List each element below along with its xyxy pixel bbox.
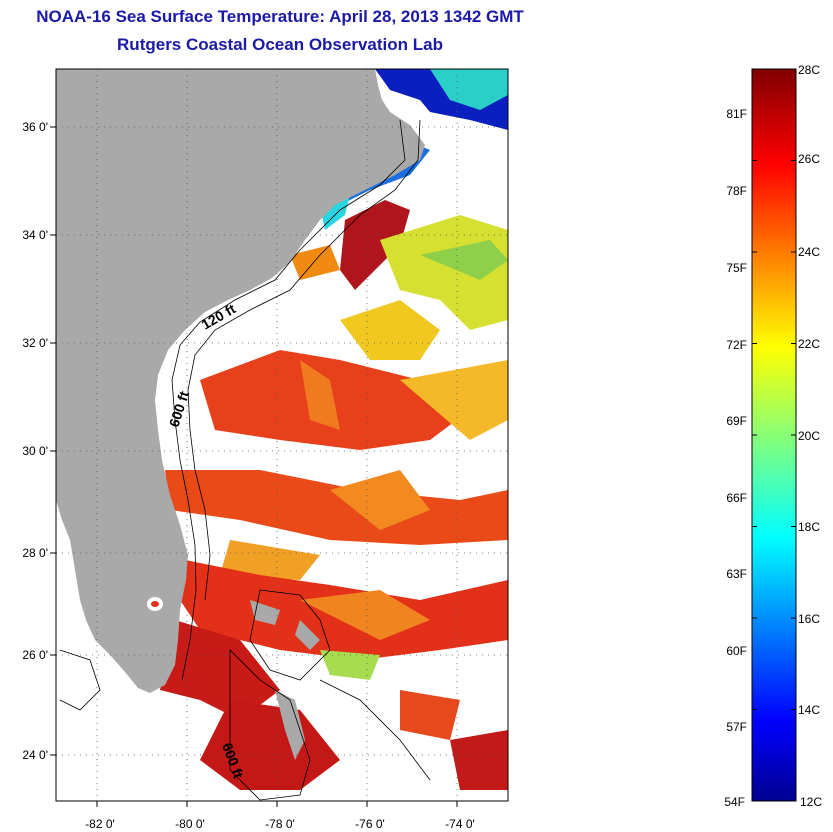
bahamas-island: [295, 620, 320, 650]
fahrenheit-label: 75F: [726, 261, 747, 275]
fahrenheit-label: 63F: [726, 567, 747, 581]
lat-axis: 24 0' 26 0' 28 0' 30 0' 32 0' 34 0' 36 0…: [22, 120, 56, 762]
fahrenheit-label: 72F: [726, 338, 747, 352]
celsius-label: 14C: [798, 703, 820, 717]
map-title: NOAA-16 Sea Surface Temperature: April 2…: [36, 7, 524, 26]
map-subtitle: Rutgers Coastal Ocean Observation Lab: [117, 35, 443, 54]
bahamas-island: [275, 690, 305, 760]
lon-tick-label: -80 0': [175, 817, 205, 831]
celsius-label: 16C: [798, 612, 820, 626]
celsius-label: 12C: [800, 795, 822, 809]
celsius-label: 22C: [798, 337, 820, 351]
graticule: [56, 69, 508, 801]
fahrenheit-label: 66F: [726, 491, 747, 505]
fahrenheit-label: 60F: [726, 644, 747, 658]
sst-data-layer: [160, 69, 508, 790]
lat-tick-label: 34 0': [22, 228, 48, 242]
fahrenheit-label: 57F: [726, 720, 747, 734]
bahamas-island: [250, 600, 280, 625]
lat-tick-label: 24 0': [22, 748, 48, 762]
lat-tick-label: 36 0': [22, 120, 48, 134]
colorbar-gradient: [751, 68, 797, 802]
lat-tick-label: 28 0': [22, 546, 48, 560]
celsius-label: 28C: [798, 63, 820, 77]
lon-tick-label: -74 0': [445, 817, 475, 831]
lat-tick-label: 26 0': [22, 648, 48, 662]
fahrenheit-label: 81F: [726, 107, 747, 121]
land-layer: [56, 69, 425, 760]
map-panel: 120 ft 600 ft 600 ft: [56, 69, 508, 801]
fahrenheit-label: 78F: [726, 184, 747, 198]
lat-tick-label: 32 0': [22, 336, 48, 350]
temperature-colorbar: 28C 26C 24C 22C 20C 18C 16C 14C 12C 81F …: [724, 63, 822, 809]
fahrenheit-label: 54F: [724, 795, 745, 809]
lon-tick-label: -82 0': [85, 817, 115, 831]
celsius-label: 26C: [798, 152, 820, 166]
lon-tick-label: -78 0': [265, 817, 295, 831]
lat-tick-label: 30 0': [22, 444, 48, 458]
isobath-contours: [59, 119, 431, 801]
us-mainland-land: [56, 69, 425, 693]
fahrenheit-label: 69F: [726, 414, 747, 428]
lon-tick-label: -76 0': [355, 817, 385, 831]
celsius-label: 18C: [798, 520, 820, 534]
lon-axis: -82 0' -80 0' -78 0' -76 0' -74 0': [85, 801, 475, 831]
celsius-label: 20C: [798, 429, 820, 443]
map-frame: [55, 68, 509, 802]
celsius-label: 24C: [798, 245, 820, 259]
